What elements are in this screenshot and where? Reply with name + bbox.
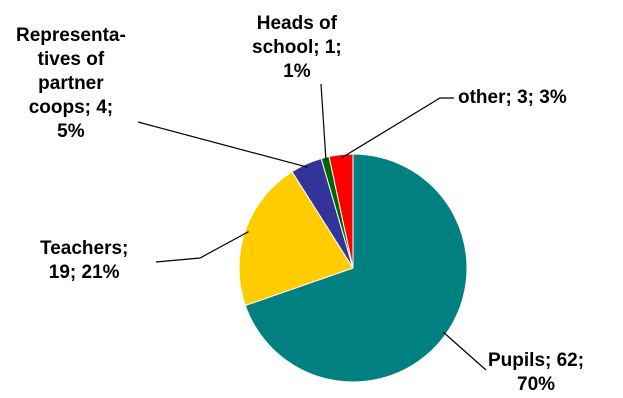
leader-line-representatives-of-partner-coops (137, 121, 308, 168)
leader-line-heads-of-school (320, 83, 327, 161)
leader-line-other (340, 97, 454, 159)
data-label-heads-of-school: Heads of school; 1; 1% (252, 13, 342, 82)
pie-slice-other (328, 153, 354, 269)
leader-line-pupils (442, 331, 487, 371)
data-label-teachers: Teachers; 19; 21% (40, 238, 129, 283)
pie-slice-teachers (238, 171, 354, 307)
data-label-partner-coops: Representa- tives of partner coops; 4; 5… (16, 25, 126, 142)
data-label-other: other; 3; 3% (458, 87, 567, 108)
data-label-pupils: Pupils; 62; 70% (488, 350, 585, 395)
leader-line-teachers (155, 231, 249, 263)
